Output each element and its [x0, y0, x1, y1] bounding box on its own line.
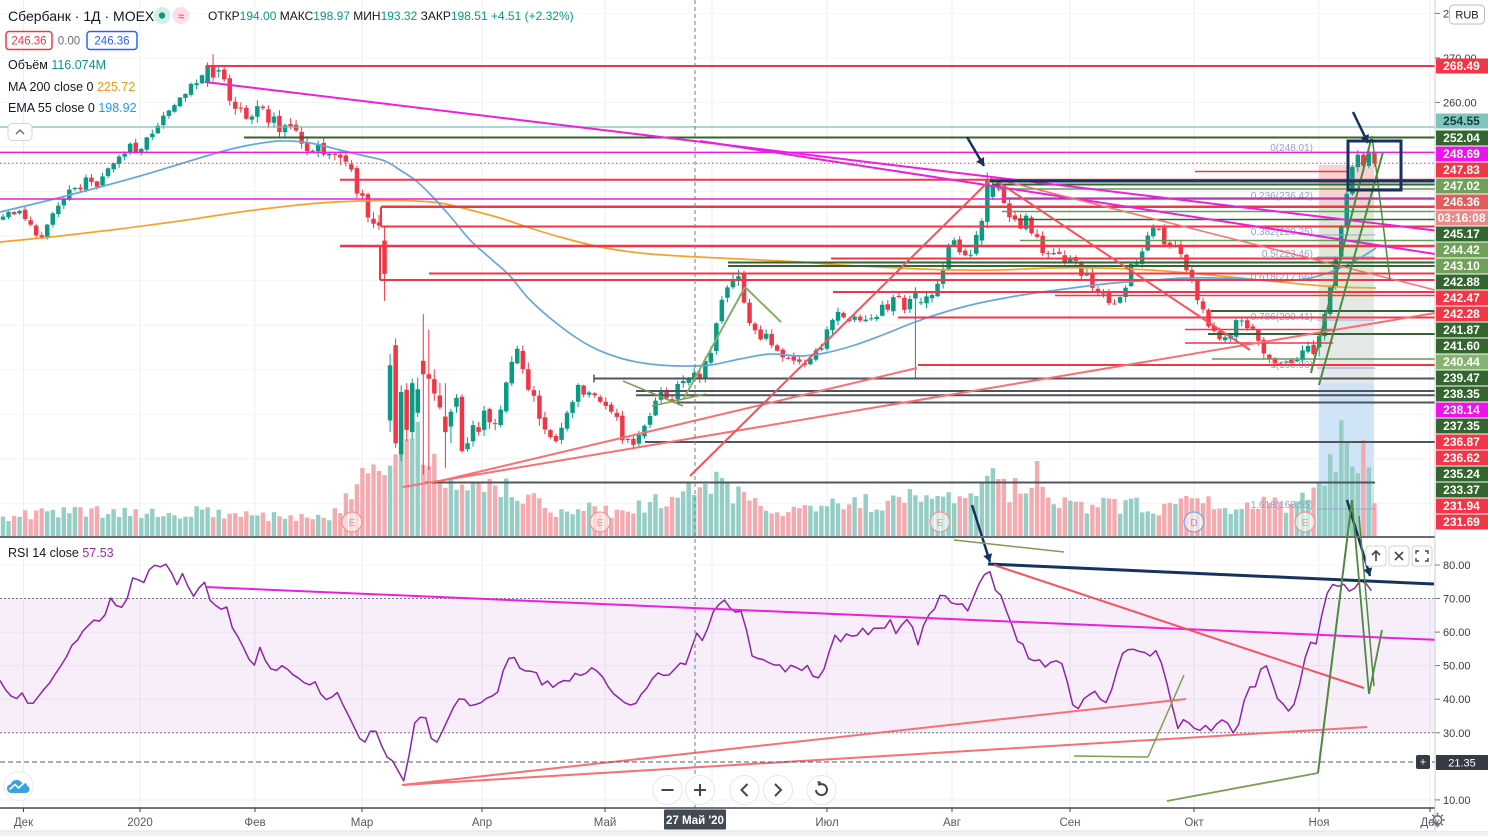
svg-text:242.47: 242.47 — [1443, 291, 1480, 305]
svg-text:241.60: 241.60 — [1443, 339, 1480, 353]
svg-text:247.83: 247.83 — [1443, 163, 1480, 177]
svg-text:242.28: 242.28 — [1443, 307, 1480, 321]
svg-text:27 Май '20: 27 Май '20 — [666, 815, 724, 827]
svg-text:Май: Май — [594, 817, 617, 829]
svg-text:231.69: 231.69 — [1443, 515, 1480, 529]
svg-text:260.00: 260.00 — [1443, 97, 1477, 109]
svg-text:Июл: Июл — [815, 817, 838, 829]
svg-text:236.87: 236.87 — [1443, 435, 1480, 449]
svg-text:246.36: 246.36 — [94, 36, 129, 48]
svg-text:30.00: 30.00 — [1443, 728, 1471, 740]
svg-text:21.35: 21.35 — [1448, 758, 1476, 770]
svg-text:240.44: 240.44 — [1443, 355, 1480, 369]
svg-text:244.42: 244.42 — [1443, 243, 1480, 257]
svg-text:Сбербанк · 1Д · MOEX: Сбербанк · 1Д · MOEX — [8, 8, 155, 24]
svg-text:Окт: Окт — [1184, 817, 1204, 829]
svg-text:0.5(223.46): 0.5(223.46) — [1262, 249, 1313, 260]
svg-text:+: + — [1420, 757, 1426, 769]
svg-text:246.36: 246.36 — [11, 36, 46, 48]
svg-text:E: E — [349, 518, 356, 529]
svg-text:50.00: 50.00 — [1443, 661, 1471, 673]
svg-text:10.00: 10.00 — [1443, 795, 1471, 807]
svg-text:248.69: 248.69 — [1443, 147, 1480, 161]
svg-text:E: E — [597, 518, 604, 529]
svg-text:247.02: 247.02 — [1443, 179, 1480, 193]
svg-text:268.49: 268.49 — [1443, 59, 1480, 73]
svg-text:231.94: 231.94 — [1443, 499, 1480, 513]
svg-text:E: E — [937, 518, 944, 529]
svg-text:243.10: 243.10 — [1443, 259, 1480, 273]
svg-text:80.00: 80.00 — [1443, 560, 1471, 572]
svg-text:Дек: Дек — [14, 817, 34, 829]
svg-text:235.24: 235.24 — [1443, 467, 1480, 481]
svg-text:Апр: Апр — [472, 817, 492, 829]
svg-text:233.37: 233.37 — [1443, 483, 1480, 497]
svg-text:238.14: 238.14 — [1443, 403, 1480, 417]
svg-text:0.382(229.25): 0.382(229.25) — [1251, 227, 1313, 238]
svg-text:238.35: 238.35 — [1443, 387, 1480, 401]
svg-text:E: E — [1302, 518, 1309, 529]
svg-text:Мар: Мар — [351, 817, 374, 829]
svg-text:254.55: 254.55 — [1443, 114, 1480, 128]
svg-text:Авг: Авг — [943, 817, 961, 829]
svg-text:245.17: 245.17 — [1443, 227, 1480, 241]
svg-text:40.00: 40.00 — [1443, 694, 1471, 706]
svg-text:237.35: 237.35 — [1443, 419, 1480, 433]
svg-text:236.62: 236.62 — [1443, 451, 1480, 465]
svg-text:ОТКР194.00 МАКС198.97 МИН193: ОТКР194.00 МАКС198.97 МИН193.32 ЗАКР198.… — [208, 9, 574, 23]
svg-text:241.87: 241.87 — [1443, 323, 1480, 337]
svg-text:EMA 55 close 0 198.92: EMA 55 close 0 198.92 — [8, 101, 137, 115]
svg-text:2020: 2020 — [127, 817, 153, 829]
svg-text:0.00: 0.00 — [58, 36, 80, 48]
svg-text:Дек: Дек — [1420, 817, 1440, 829]
svg-text:252.04: 252.04 — [1443, 131, 1480, 145]
svg-text:70.00: 70.00 — [1443, 594, 1471, 606]
svg-text:0.618(217.66): 0.618(217.66) — [1251, 272, 1313, 283]
svg-text:246.36: 246.36 — [1443, 195, 1480, 209]
svg-text:Сен: Сен — [1059, 817, 1080, 829]
svg-text:Фев: Фев — [244, 817, 265, 829]
svg-text:60.00: 60.00 — [1443, 627, 1471, 639]
svg-text:239.47: 239.47 — [1443, 371, 1480, 385]
svg-text:03:16:08: 03:16:08 — [1437, 211, 1485, 225]
svg-text:RSI 14 close 57.53: RSI 14 close 57.53 — [8, 546, 114, 560]
svg-text:≈: ≈ — [178, 11, 184, 23]
svg-text:242.88: 242.88 — [1443, 275, 1480, 289]
svg-text:Объём 116.074M: Объём 116.074M — [8, 58, 106, 72]
svg-text:MA 200 close 0 225.72: MA 200 close 0 225.72 — [8, 80, 135, 94]
svg-text:0(248.01): 0(248.01) — [1270, 143, 1313, 154]
svg-text:0.236(236.42): 0.236(236.42) — [1251, 191, 1313, 202]
svg-text:Ноя: Ноя — [1309, 817, 1330, 829]
svg-text:D: D — [1190, 518, 1197, 529]
svg-text:RUB: RUB — [1455, 10, 1478, 22]
svg-text:1.618(168.55): 1.618(168.55) — [1251, 500, 1313, 511]
